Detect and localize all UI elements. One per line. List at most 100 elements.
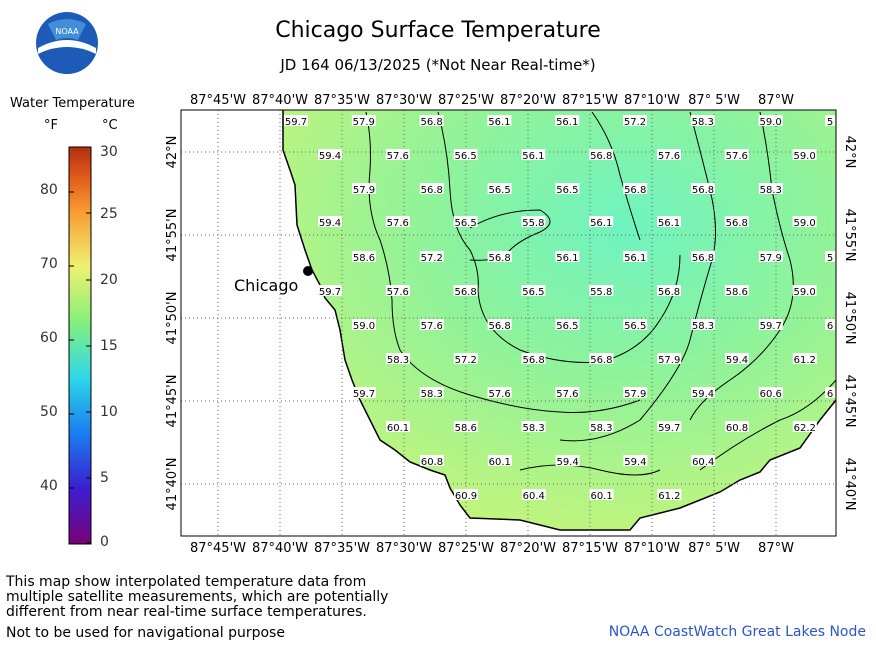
temperature-reading: 59.4 <box>726 355 748 366</box>
reading-label-bg <box>589 489 614 500</box>
reading-label-bg <box>521 149 546 160</box>
noaa-logo-text: NOAA <box>55 27 79 36</box>
reading-label-bg <box>487 319 512 330</box>
temperature-reading: 59.7 <box>353 389 375 400</box>
temperature-reading: 59.4 <box>692 389 714 400</box>
temperature-reading: 56.1 <box>488 117 510 128</box>
legend-c-tick: 10 <box>100 404 118 420</box>
reading-label-bg <box>352 387 376 398</box>
lat-label-left: 41°55'N <box>165 209 180 262</box>
lon-label-top: 87° 5'W <box>688 93 740 108</box>
reading-label-bg <box>420 455 444 466</box>
temperature-reading: 56.8 <box>590 355 612 366</box>
temperature-reading: 6 <box>827 321 833 332</box>
lat-label-left: 41°50'N <box>165 292 180 345</box>
reading-label-bg <box>419 115 444 126</box>
disclaimer-line: This map show interpolated temperature d… <box>6 574 367 590</box>
temperature-reading: 60.4 <box>523 491 545 502</box>
legend-c-tick: 0 <box>100 534 109 550</box>
reading-label-bg <box>657 489 682 500</box>
temperature-reading: 56.1 <box>556 253 578 264</box>
disclaimer-line: different from near real-time surface te… <box>6 604 367 620</box>
temperature-reading: 57.6 <box>488 389 510 400</box>
reading-label-bg <box>623 387 648 398</box>
temperature-reading: 56.5 <box>454 218 476 229</box>
lat-label-left: 41°45'N <box>165 375 180 428</box>
reading-label-bg <box>555 251 580 262</box>
reading-label-bg <box>758 319 783 330</box>
temperature-reading: 58.6 <box>726 287 748 298</box>
temperature-reading: 56.1 <box>522 151 544 162</box>
temperature-reading: 61.2 <box>658 491 680 502</box>
reading-label-bg <box>792 285 817 296</box>
lon-label-bottom: 87°25'W <box>438 541 494 556</box>
reading-label-bg <box>589 216 614 227</box>
temperature-reading: 56.1 <box>624 253 646 264</box>
temperature-reading: 57.6 <box>658 151 680 162</box>
temperature-reading: 56.8 <box>692 253 714 264</box>
reading-label-bg <box>521 216 546 227</box>
reading-label-bg <box>555 115 580 126</box>
temperature-reading: 56.8 <box>488 253 510 264</box>
legend-c-tick: 25 <box>100 206 118 222</box>
temperature-reading: 56.8 <box>454 287 476 298</box>
temperature-reading: 61.2 <box>794 355 816 366</box>
lon-label-bottom: 87°20'W <box>500 541 556 556</box>
temperature-reading: 5 <box>827 117 833 128</box>
temperature-reading: 60.8 <box>726 423 748 434</box>
lon-label-bottom: 87°45'W <box>190 541 246 556</box>
lon-label-bottom: 87°10'W <box>624 541 680 556</box>
lat-label-right: 42°N <box>842 136 857 169</box>
temperature-reading: 6 <box>827 389 833 400</box>
reading-label-bg <box>792 149 817 160</box>
reading-label-bg <box>725 353 749 364</box>
reading-label-bg <box>555 319 580 330</box>
reading-label-bg <box>555 455 580 466</box>
reading-label-bg <box>352 251 376 262</box>
reading-label-bg <box>386 421 410 432</box>
lon-label-top: 87°45'W <box>190 93 246 108</box>
lon-label-bottom: 87°15'W <box>562 541 618 556</box>
reading-label-bg <box>657 149 681 160</box>
reading-label-bg <box>487 251 512 262</box>
temperature-reading: 59.0 <box>793 287 815 298</box>
reading-label-bg <box>487 387 512 398</box>
temperature-reading: 57.6 <box>387 151 409 162</box>
reading-label-bg <box>691 319 715 330</box>
temperature-reading: 60.1 <box>489 457 511 468</box>
temperature-reading: 58.3 <box>590 423 612 434</box>
disclaimer-line: multiple satellite measurements, which a… <box>6 589 389 605</box>
lon-label-bottom: 87°30'W <box>376 541 432 556</box>
legend-c-tick: 20 <box>100 272 118 288</box>
temperature-reading: 57.6 <box>556 389 578 400</box>
credit-text: NOAA CoastWatch Great Lakes Node <box>608 624 866 640</box>
reading-label-bg <box>318 285 342 296</box>
temperature-reading: 57.6 <box>726 151 748 162</box>
reading-label-bg <box>453 216 478 227</box>
lon-label-top: 87°W <box>758 93 794 108</box>
temperature-reading: 56.1 <box>556 117 578 128</box>
reading-label-bg <box>521 421 546 432</box>
temperature-reading: 59.0 <box>793 218 815 229</box>
reading-label-bg <box>352 319 376 330</box>
reading-label-bg <box>691 387 715 398</box>
reading-label-bg <box>453 149 478 160</box>
chicago-marker-icon <box>303 266 313 276</box>
temperature-reading: 57.9 <box>353 185 375 196</box>
reading-label-bg <box>487 183 512 194</box>
reading-label-bg <box>657 216 681 227</box>
reading-label-bg <box>691 183 715 194</box>
reading-label-bg <box>825 387 835 398</box>
reading-label-bg <box>825 251 835 262</box>
reading-label-bg <box>318 149 342 160</box>
reading-label-bg <box>487 455 512 466</box>
lon-label-bottom: 87°40'W <box>252 541 308 556</box>
reading-label-bg <box>690 115 715 126</box>
reading-label-bg <box>758 387 783 398</box>
page-subtitle: JD 164 06/13/2025 (*Not Near Real-time*) <box>280 56 596 74</box>
temperature-reading: 56.8 <box>692 185 714 196</box>
temperature-reading: 55.8 <box>590 287 612 298</box>
temperature-reading: 59.7 <box>658 423 680 434</box>
reading-label-bg <box>724 149 749 160</box>
